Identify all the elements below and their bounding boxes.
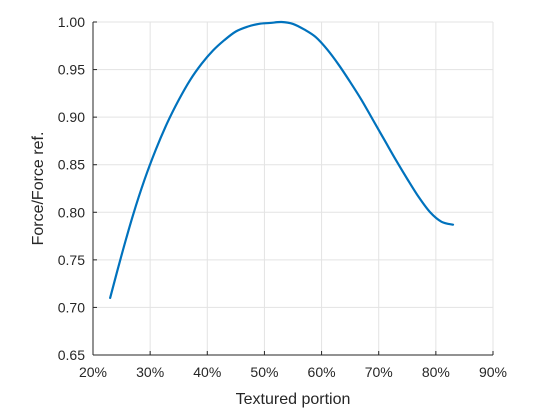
axes [92, 21, 494, 356]
x-tick-label-2: 40% [193, 364, 221, 380]
y-tick-label-5: 0.90 [58, 109, 85, 125]
y-tick-labels: 0.65 0.70 0.75 0.80 0.85 0.90 0.95 1.00 [58, 14, 85, 363]
x-tick-label-5: 70% [365, 364, 393, 380]
y-tick-label-7: 1.00 [58, 14, 85, 30]
x-tick-label-0: 20% [79, 364, 107, 380]
y-tick-label-4: 0.85 [58, 157, 85, 173]
x-tick-label-7: 90% [479, 364, 507, 380]
y-tick-label-1: 0.70 [58, 299, 85, 315]
grid [92, 21, 494, 356]
x-axis-label: Textured portion [236, 391, 351, 408]
y-tick-label-6: 0.95 [58, 62, 85, 78]
series [109, 20, 455, 300]
x-tick-label-3: 50% [250, 364, 278, 380]
y-tick-label-0: 0.65 [58, 347, 85, 363]
x-tick-labels: 20% 30% 40% 50% 60% 70% 80% 90% [79, 364, 507, 380]
x-tick-label-4: 60% [308, 364, 336, 380]
x-tick-label-6: 80% [422, 364, 450, 380]
y-tick-label-2: 0.75 [58, 252, 85, 268]
x-tick-label-1: 30% [136, 364, 164, 380]
y-axis-label: Force/Force ref. [30, 132, 47, 246]
series-line-0 [109, 20, 455, 300]
y-tick-label-3: 0.80 [58, 204, 85, 220]
